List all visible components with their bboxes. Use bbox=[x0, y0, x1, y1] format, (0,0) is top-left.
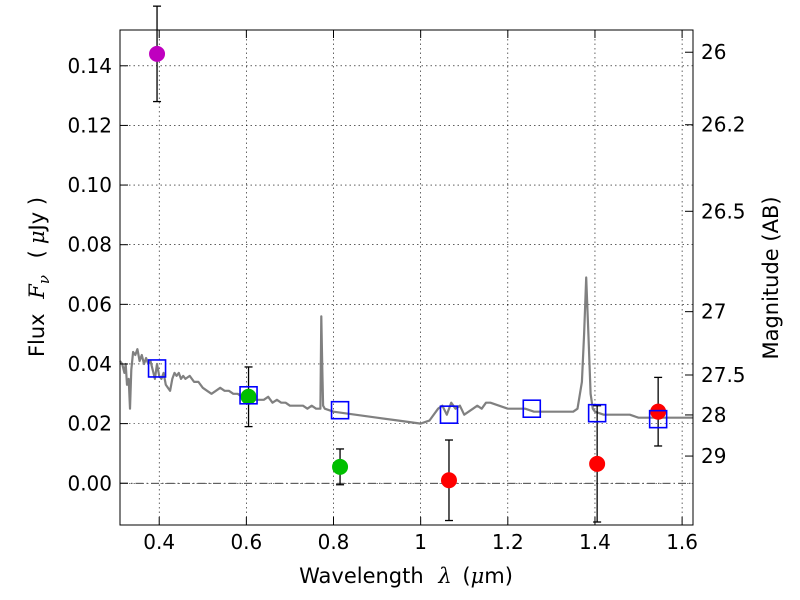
observed-flux-point bbox=[440, 472, 457, 489]
observed-flux-point bbox=[240, 388, 257, 405]
y-tick-label: 0.06 bbox=[67, 292, 112, 316]
x-axis-title-prefix: Wavelength bbox=[299, 564, 424, 588]
x-axis-title-symbol: λ bbox=[437, 564, 451, 588]
y-tick-label: 0.08 bbox=[67, 233, 112, 257]
grid bbox=[120, 30, 693, 525]
y-tick-label: 0.04 bbox=[67, 352, 112, 376]
x-tick-label: 1 bbox=[414, 530, 427, 554]
model-spectrum-line bbox=[119, 276, 693, 425]
model-flux-square bbox=[439, 405, 459, 424]
observed-flux-point bbox=[650, 403, 667, 420]
axis-ticks: 0.4 0.6 0.8 1 1.2 1.4 1.6 0.00 0.02 0.04 0.06 0.08 0… bbox=[67, 30, 746, 554]
y-axis-title-unit-open: ( bbox=[25, 250, 49, 258]
y-axis-title-unit-symbol: μ bbox=[25, 230, 49, 244]
y2-tick-label: 29 bbox=[701, 444, 726, 468]
observed-flux-point bbox=[149, 45, 166, 62]
y2-tick-label: 26.2 bbox=[701, 113, 746, 137]
x-axis-title-unit-open: ( bbox=[462, 564, 470, 588]
plot-frame bbox=[119, 29, 694, 526]
y-axis-title-unit-rest: Jy ) bbox=[25, 197, 49, 233]
plot-series bbox=[119, 5, 693, 523]
y-axis-title-prefix: Flux bbox=[25, 313, 49, 357]
x-axis-title-unit-symbol: μ bbox=[471, 564, 485, 588]
model-flux-square bbox=[147, 359, 167, 378]
observed-flux-point bbox=[589, 455, 606, 472]
x-tick-label: 1.6 bbox=[666, 530, 698, 554]
x-tick-label: 0.8 bbox=[318, 530, 350, 554]
y2-tick-label: 26 bbox=[701, 40, 726, 64]
y2-tick-label: 28 bbox=[701, 403, 726, 427]
x-tick-label: 0.4 bbox=[143, 530, 175, 554]
model-flux-square bbox=[330, 400, 350, 420]
model-flux-square bbox=[587, 403, 607, 423]
model-flux-square bbox=[522, 399, 542, 419]
x-tick-label: 1.4 bbox=[579, 530, 611, 554]
y-tick-label: 0.14 bbox=[67, 54, 112, 78]
y-tick-label: 0.12 bbox=[67, 113, 112, 137]
y2-tick-label: 26.5 bbox=[701, 199, 746, 223]
x-tick-label: 1.2 bbox=[492, 530, 524, 554]
y-axis-title: Flux Fν ( μJy ) bbox=[25, 197, 54, 357]
y2-tick-label: 27.5 bbox=[701, 363, 746, 387]
y-tick-label: 0.00 bbox=[67, 471, 112, 495]
y-tick-label: 0.10 bbox=[67, 173, 112, 197]
y-axis-title-subscript: ν bbox=[35, 275, 53, 284]
x-axis-title-unit-rest: m) bbox=[484, 564, 513, 588]
x-tick-label: 0.6 bbox=[230, 530, 262, 554]
x-axis-title: Wavelength λ (μm) bbox=[299, 564, 513, 588]
model-flux-square bbox=[239, 385, 258, 405]
observed-flux-point bbox=[332, 458, 349, 475]
y2-tick-label: 27 bbox=[701, 300, 726, 324]
y-axis-title-symbol: F bbox=[25, 283, 49, 300]
model-flux-square bbox=[648, 409, 668, 429]
y2-axis-title: Magnitude (AB) bbox=[759, 196, 783, 359]
y-tick-label: 0.02 bbox=[67, 412, 112, 436]
